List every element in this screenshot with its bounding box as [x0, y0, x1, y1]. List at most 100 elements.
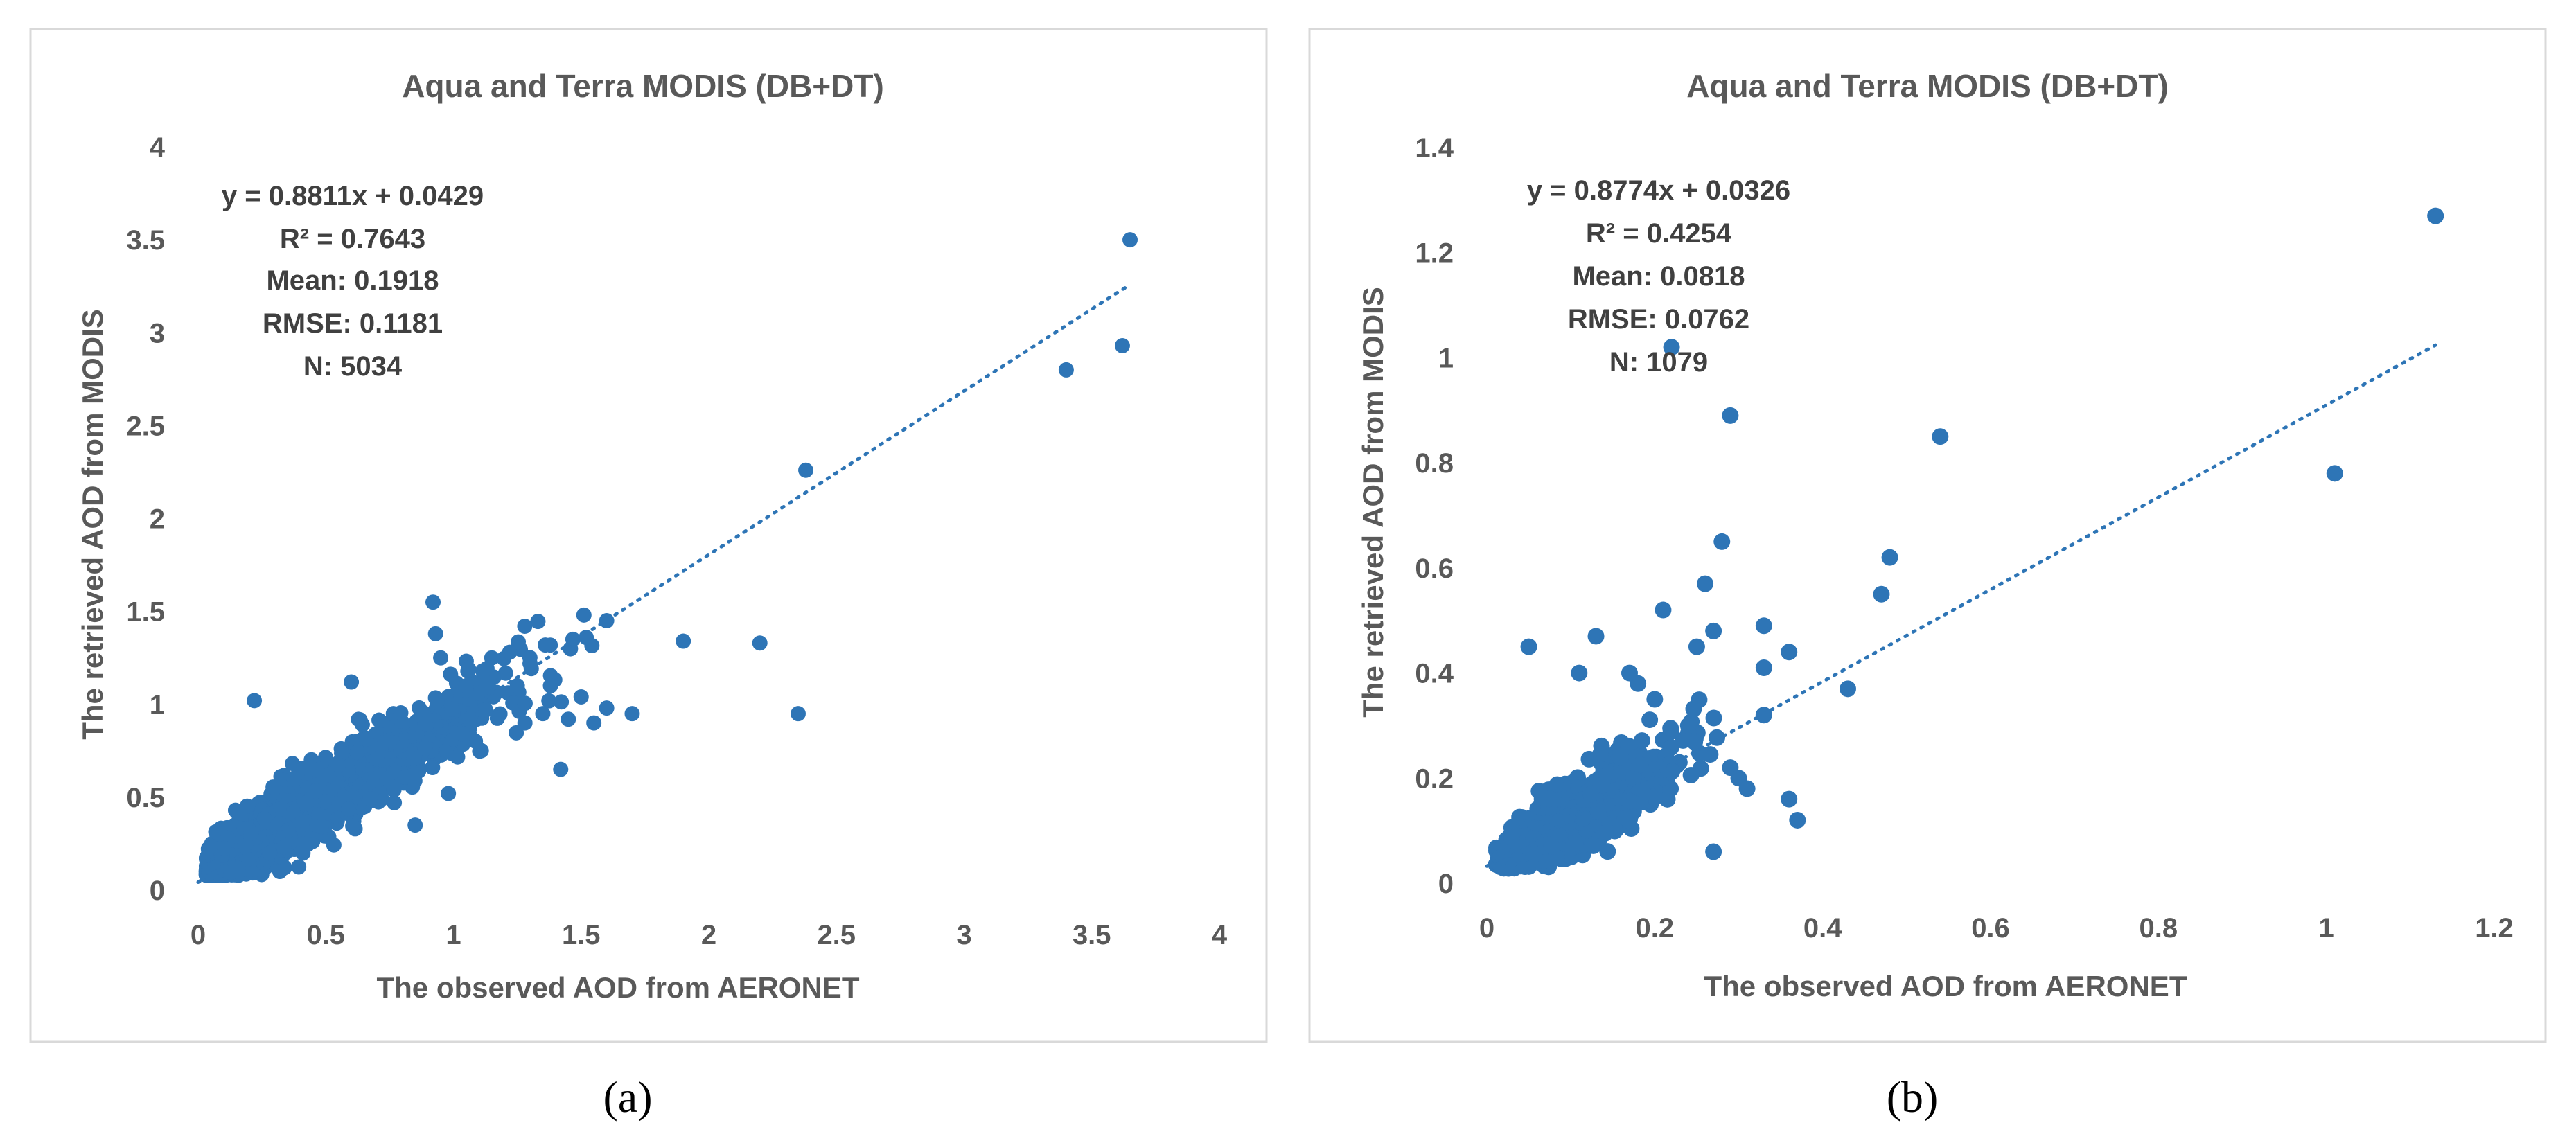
y-tick-label: 2.5 [126, 411, 165, 441]
x-tick-label: 4 [1212, 920, 1228, 950]
data-point [417, 716, 433, 732]
data-point [344, 674, 360, 690]
y-tick-label: 0.6 [1415, 553, 1454, 584]
data-point [407, 817, 423, 833]
data-point [272, 864, 288, 880]
data-point [285, 756, 301, 772]
panel-a-rmse: RMSE: 0.1181 [263, 308, 443, 339]
data-point [223, 865, 239, 880]
data-point [1058, 362, 1074, 378]
x-tick-label: 0.6 [1971, 913, 2010, 943]
data-point [461, 661, 477, 677]
data-point [553, 761, 569, 777]
data-point [362, 790, 378, 806]
data-point [286, 771, 302, 787]
data-point [478, 702, 494, 718]
x-tick-label: 0.5 [306, 920, 345, 950]
x-tick-label: 1 [445, 920, 461, 950]
data-point [295, 845, 311, 861]
data-point [538, 637, 554, 653]
data-point [443, 666, 459, 682]
data-point [349, 745, 365, 761]
data-point [502, 644, 518, 660]
data-point [330, 757, 346, 773]
data-point [317, 794, 333, 810]
data-point [387, 795, 403, 810]
data-point [262, 845, 278, 861]
data-point [576, 607, 592, 623]
data-point [484, 650, 500, 666]
y-tick-label: 1 [1438, 343, 1454, 373]
panel-a-y-axis-title: The retrieved AOD from MODIS [76, 309, 109, 740]
panel-a-count: N: 5034 [303, 351, 403, 382]
x-tick-label: 2.5 [817, 920, 856, 950]
data-point [243, 825, 259, 841]
data-point [790, 706, 806, 722]
y-tick-label: 2 [150, 504, 165, 535]
data-point [340, 801, 356, 817]
data-point [433, 650, 449, 666]
panel-b-y-axis-title: The retrieved AOD from MODIS [1357, 287, 1389, 718]
panel-a-frame [29, 28, 1268, 1043]
panel-b-x-axis-title: The observed AOD from AERONET [1704, 970, 2187, 1002]
data-point [1114, 338, 1130, 354]
data-point [535, 706, 551, 722]
y-tick-label: 0 [1438, 869, 1454, 899]
data-point [517, 695, 533, 711]
y-tick-label: 0 [150, 876, 165, 906]
data-point [455, 726, 470, 742]
y-tick-label: 3.5 [126, 225, 165, 256]
data-point [256, 810, 272, 826]
y-tick-label: 1.4 [1415, 133, 1454, 163]
data-point [798, 462, 814, 478]
panel-a-equation: y = 0.8811x + 0.0429 [222, 181, 484, 211]
y-tick-label: 0.2 [1415, 763, 1454, 794]
data-point [407, 773, 423, 789]
panel-b-frame [1308, 28, 2547, 1043]
data-point [217, 840, 233, 856]
y-tick-label: 1.2 [1415, 238, 1454, 269]
data-point [676, 633, 691, 649]
y-tick-label: 0.4 [1415, 659, 1454, 689]
x-tick-label: 0 [1479, 913, 1494, 943]
y-tick-label: 0.5 [126, 783, 165, 813]
data-point [450, 749, 466, 765]
data-point [393, 705, 409, 721]
x-tick-label: 1.2 [2475, 913, 2514, 943]
panel-a-r-squared: R² = 0.7643 [280, 224, 425, 254]
data-point [542, 677, 558, 693]
x-tick-label: 2 [701, 920, 716, 950]
data-point [752, 635, 768, 651]
data-point [599, 700, 615, 716]
y-tick-label: 0.8 [1415, 448, 1454, 479]
data-point [522, 655, 538, 671]
x-tick-label: 0.4 [1803, 913, 1842, 943]
data-point [247, 693, 263, 709]
x-tick-label: 0 [191, 920, 206, 950]
data-point [517, 619, 533, 635]
data-point [417, 741, 433, 756]
y-tick-label: 4 [150, 132, 166, 163]
data-point [1122, 232, 1138, 248]
panel-a-mean: Mean: 0.1918 [266, 265, 439, 296]
data-point [229, 804, 245, 820]
y-tick-label: 3 [150, 318, 165, 348]
data-point [291, 859, 307, 875]
x-tick-label: 0.8 [2140, 913, 2178, 943]
data-point [624, 706, 640, 722]
data-point [326, 837, 342, 853]
data-point [509, 677, 525, 693]
x-tick-label: 3.5 [1073, 920, 1111, 950]
panel-b-title: Aqua and Terra MODIS (DB+DT) [1686, 68, 2169, 104]
data-point [429, 693, 445, 709]
y-tick-label: 1.5 [126, 597, 165, 628]
data-point [348, 774, 364, 790]
data-point [561, 711, 576, 727]
data-point [1599, 843, 1616, 860]
data-point [425, 760, 441, 776]
data-point [460, 706, 476, 722]
x-tick-label: 1.5 [562, 920, 601, 950]
data-point [379, 770, 395, 786]
data-point [530, 614, 546, 630]
chart-panel-a: Aqua and Terra MODIS (DB+DT) The retriev… [29, 28, 1268, 1043]
